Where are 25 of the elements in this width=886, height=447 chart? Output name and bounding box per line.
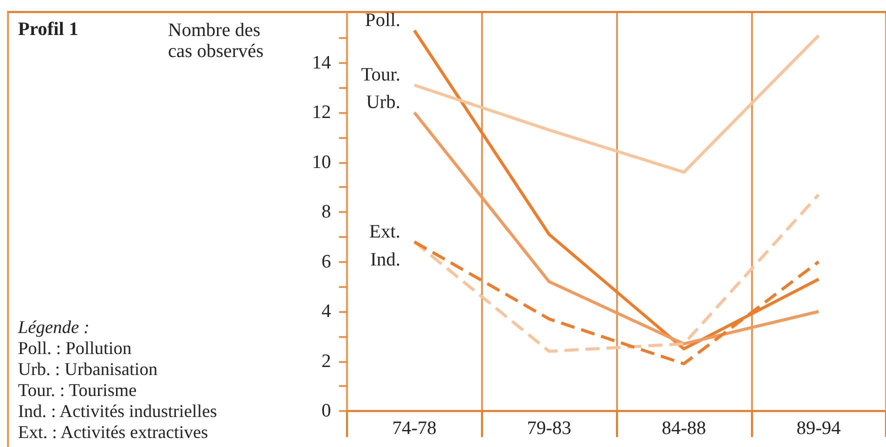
series-label: Ind. <box>370 249 400 270</box>
text: Profil 1 <box>18 19 78 40</box>
text: Ext. : Activités extractives <box>18 422 208 442</box>
y-axis-title: Nombre des cas observés <box>168 20 264 62</box>
text: Légende : <box>17 317 90 337</box>
x-tick-label: 79-83 <box>526 418 572 439</box>
series-label: Ext. <box>369 221 400 242</box>
x-tick-label: 74-78 <box>392 418 437 439</box>
series-label: Poll. <box>365 10 400 31</box>
y-tick-label: 6 <box>322 251 331 272</box>
text: Ind. : Activités industrielles <box>18 401 217 421</box>
y-tick-label: 2 <box>322 350 331 372</box>
x-tick-label: 89-94 <box>796 418 842 439</box>
x-tick-label: 84-88 <box>662 418 706 439</box>
y-tick-label: 10 <box>312 152 331 173</box>
y-tick-label: 14 <box>312 52 332 74</box>
series-label: Urb. <box>366 92 400 113</box>
series-label: Tour. <box>361 64 400 86</box>
y-tick-label: 12 <box>312 102 331 123</box>
text: Poll. : Pollution <box>18 338 132 358</box>
text: Tour. : Tourisme <box>18 380 137 400</box>
y-tick-label: 8 <box>322 202 331 222</box>
y-tick-label: 4 <box>322 301 332 322</box>
y-tick-label: 0 <box>322 400 331 422</box>
text: Urb. : Urbanisation <box>18 359 158 379</box>
